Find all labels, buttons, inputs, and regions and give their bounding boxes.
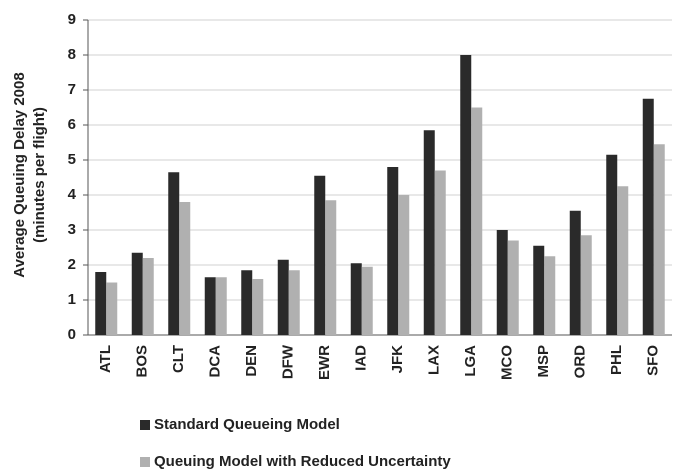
- y-tick-label: 4: [68, 186, 77, 203]
- bar: [642, 98, 654, 335]
- bar: [215, 277, 227, 335]
- bar: [325, 200, 337, 335]
- bar: [606, 154, 618, 335]
- bar: [277, 259, 289, 335]
- y-tick-label: 2: [68, 256, 76, 273]
- y-tick-label: 1: [68, 291, 76, 308]
- y-tick-label: 6: [68, 116, 76, 133]
- x-tick-label: CLT: [170, 345, 187, 373]
- x-tick-label: ORD: [572, 345, 589, 379]
- y-tick-label: 9: [68, 11, 76, 28]
- bar: [288, 270, 300, 335]
- bar: [204, 277, 216, 335]
- x-tick-label: BOS: [134, 345, 151, 378]
- bar: [95, 272, 107, 335]
- bar: [106, 282, 118, 335]
- y-tick-label: 8: [68, 46, 76, 63]
- legend-label: Standard Queueing Model: [154, 416, 340, 433]
- bar: [533, 245, 545, 335]
- bar: [387, 167, 399, 335]
- bar: [460, 55, 472, 335]
- bar: [617, 186, 629, 335]
- x-tick-label: MCO: [499, 345, 516, 380]
- y-axis-title: (minutes per flight): [31, 107, 48, 243]
- bar: [423, 130, 435, 335]
- bar: [580, 235, 592, 335]
- bar: [434, 170, 446, 335]
- y-tick-label: 7: [68, 81, 76, 98]
- y-tick-label: 3: [68, 221, 76, 238]
- y-tick-label: 5: [68, 151, 76, 168]
- bar: [653, 144, 665, 335]
- bar: [179, 202, 191, 335]
- bar: [241, 270, 253, 335]
- y-tick-label: 0: [68, 326, 76, 343]
- x-tick-label: SFO: [645, 345, 662, 376]
- x-tick-label: PHL: [608, 345, 625, 375]
- x-tick-label: IAD: [353, 345, 370, 371]
- bar: [398, 195, 410, 335]
- bar: [350, 263, 362, 335]
- x-tick-label: DCA: [207, 345, 224, 378]
- bar: [142, 258, 154, 335]
- x-tick-label: EWR: [316, 345, 333, 380]
- x-tick-label: JFK: [389, 345, 406, 374]
- bar: [544, 256, 556, 335]
- legend-swatch: [140, 457, 150, 467]
- bar: [168, 172, 180, 335]
- bar: [507, 240, 519, 335]
- x-tick-label: LGA: [462, 345, 479, 377]
- x-tick-label: ATL: [97, 345, 114, 373]
- legend-swatch: [140, 420, 150, 430]
- x-tick-label: DEN: [243, 345, 260, 377]
- bar: [361, 266, 373, 335]
- bar: [314, 175, 326, 335]
- bar: [131, 252, 143, 335]
- legend-label: Queuing Model with Reduced Uncertainty: [154, 453, 451, 470]
- x-tick-label: DFW: [280, 344, 297, 379]
- bar: [496, 230, 508, 335]
- x-tick-label: MSP: [535, 345, 552, 378]
- bar: [471, 107, 483, 335]
- y-axis-title: Average Queuing Delay 2008: [11, 72, 28, 277]
- x-tick-label: LAX: [426, 345, 443, 375]
- bar: [252, 279, 264, 335]
- bar: [569, 210, 581, 335]
